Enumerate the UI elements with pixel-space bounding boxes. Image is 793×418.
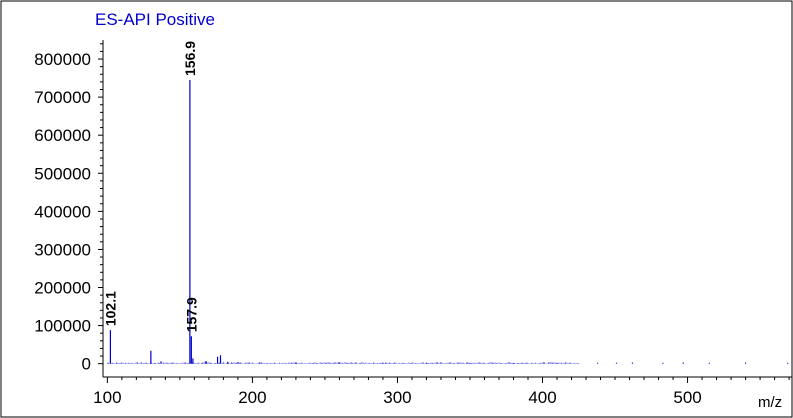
peak-label: 102.1 [102, 291, 118, 326]
x-tick-label: 500 [673, 388, 701, 407]
y-tick-label: 800000 [34, 50, 91, 69]
peak-label: 157.9 [183, 297, 199, 332]
x-tick-label: 400 [528, 388, 556, 407]
y-tick-label: 200000 [34, 279, 91, 298]
y-axis: 0 100000 200000 300000 400000 500000 600000 700… [34, 40, 104, 377]
y-tick-label: 700000 [34, 88, 91, 107]
x-tick-label: 300 [383, 388, 411, 407]
y-tick-label: 500000 [34, 164, 91, 183]
peak-labels: 102.1 156.9 157.9 [102, 41, 199, 333]
x-tick-label: 100 [93, 388, 121, 407]
y-tick-label: 0 [82, 355, 91, 374]
y-tick-label: 400000 [34, 202, 91, 221]
peak-label: 156.9 [182, 41, 198, 76]
peaks [109, 79, 789, 364]
chart-title: ES-API Positive [95, 10, 215, 29]
y-tick-label: 100000 [34, 317, 91, 336]
x-axis: 100 200 300 400 500 [93, 376, 792, 407]
y-tick-label: 600000 [34, 126, 91, 145]
y-tick-label: 300000 [34, 240, 91, 259]
x-axis-label: m/z [758, 394, 782, 411]
x-tick-label: 200 [238, 388, 266, 407]
